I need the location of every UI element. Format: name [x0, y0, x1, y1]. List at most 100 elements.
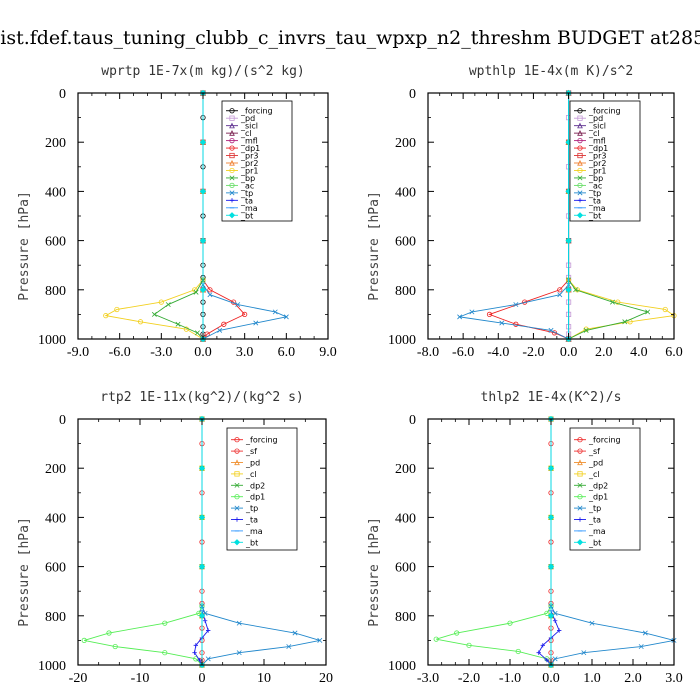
chart-panel-1: wprtp 1E-7x(m kg)/(s^2 kg) Pressure [hPa]… [17, 64, 337, 360]
data-point [454, 630, 460, 636]
x-tick-label: 10 [257, 671, 271, 686]
legend-item: _bp [226, 174, 255, 183]
data-point [507, 620, 513, 626]
chart-panel-3: rtp2 1E-11x(kg^2)/(kg^2 s) Pressure [hPa]… [17, 390, 333, 686]
legend-label: _bp [588, 174, 603, 183]
data-point [199, 237, 207, 244]
legend-marker [576, 212, 584, 219]
legend-marker [577, 190, 583, 196]
legend-item: _pr1 [226, 166, 258, 175]
legend-marker [229, 145, 235, 151]
data-point [547, 612, 555, 619]
legend-item: _tp [574, 189, 601, 198]
y-tick-label: 800 [45, 610, 66, 625]
panel-title: rtp2 1E-11x(kg^2)/(kg^2 s) [100, 390, 304, 405]
legend-item: _forcing [574, 107, 621, 116]
data-point [151, 311, 157, 317]
legend-marker [229, 190, 235, 196]
figure-title: hist.fdef.taus_tuning_clubb_c_invrs_tau_… [0, 27, 700, 49]
x-tick-label: -3.0 [417, 671, 439, 686]
y-tick-label: 1000 [38, 659, 66, 674]
legend-marker [577, 482, 583, 488]
data-point [540, 643, 545, 648]
legend-item: _dp1 [574, 493, 608, 502]
data-point [236, 650, 242, 656]
data-point [583, 327, 589, 333]
legend-label: _pr2 [588, 159, 606, 168]
y-tick-label: 200 [395, 136, 416, 151]
legend-label: _pd [588, 459, 603, 468]
x-tick-label: 1.0 [583, 671, 601, 686]
data-point [103, 313, 109, 319]
data-point [547, 563, 555, 570]
x-tick-label: 0.0 [194, 345, 212, 360]
legend-marker [228, 212, 236, 219]
legend-label: _mfl [588, 137, 606, 146]
y-tick-label: 600 [395, 561, 416, 576]
legend-item: _pr1 [574, 166, 606, 175]
legend-item: _bt [226, 211, 253, 220]
legend-item: _mfl [226, 137, 258, 146]
legend-item: _dp2 [231, 481, 265, 490]
data-point [272, 309, 278, 315]
x-tick-label: -8.0 [417, 345, 439, 360]
legend-label: _sicl [588, 122, 606, 131]
legend-marker [229, 115, 235, 121]
legend-item: _bt [574, 538, 601, 547]
data-point [581, 650, 587, 656]
legend-marker [234, 494, 240, 500]
y-tick-label: 400 [45, 511, 66, 526]
legend-item: _bt [574, 211, 601, 220]
y-tick-label: 1000 [388, 333, 416, 348]
data-point [194, 330, 200, 336]
legend-item: _forcing [226, 107, 273, 116]
x-tick-label: -2.0 [458, 671, 480, 686]
data-point [513, 321, 519, 327]
x-tick-label: 6.0 [665, 345, 683, 360]
x-tick-label: 9.0 [319, 345, 337, 360]
y-tick-label: 400 [395, 511, 416, 526]
legend-label: _forcing [245, 436, 278, 445]
legend-item: _ma [231, 527, 263, 536]
legend-marker [577, 471, 583, 477]
legend-item: _sicl [574, 122, 606, 131]
legend-item: _sf [574, 447, 600, 456]
series-dp1 [81, 416, 205, 668]
chart-panel-4: thlp2 1E-4x(K^2)/s Pressure [hPa] -3.0 -2.0… [367, 390, 683, 686]
y-tick-label: 0 [409, 87, 416, 102]
legend-item: _ac [226, 181, 254, 190]
legend-item: _ta [226, 196, 253, 205]
data-point [205, 656, 211, 662]
legend-label: _sf [245, 447, 257, 456]
x-tick-label: 2.0 [595, 345, 613, 360]
legend-marker [577, 448, 583, 454]
legend-box [569, 427, 641, 551]
legend-item: _pd [574, 459, 603, 468]
legend-label: _forcing [588, 107, 621, 116]
x-tick-label: -9.0 [67, 345, 89, 360]
legend-item: _cl [231, 470, 257, 479]
data-point [199, 139, 207, 146]
legend-item: _ac [574, 181, 602, 190]
data-point [158, 299, 164, 305]
data-point [544, 610, 550, 616]
legend-label: _ma [588, 527, 606, 536]
data-point [207, 292, 213, 298]
legend-box [569, 100, 641, 222]
legend-marker [577, 122, 583, 129]
legend-item: _ta [231, 516, 258, 525]
legend-label: _dp2 [245, 481, 265, 490]
series-line [488, 93, 570, 340]
data-point [642, 630, 648, 636]
legend-label: _tp [245, 504, 258, 513]
x-tick-label: 0 [199, 671, 206, 686]
data-point [283, 314, 289, 320]
data-point [198, 465, 206, 472]
x-tick-label: 4.0 [630, 345, 648, 360]
legend-marker [577, 145, 583, 151]
data-point [196, 610, 202, 616]
data-point [515, 648, 521, 655]
data-point [242, 311, 248, 317]
data-point [192, 650, 197, 655]
legend-item: _ma [226, 204, 258, 213]
